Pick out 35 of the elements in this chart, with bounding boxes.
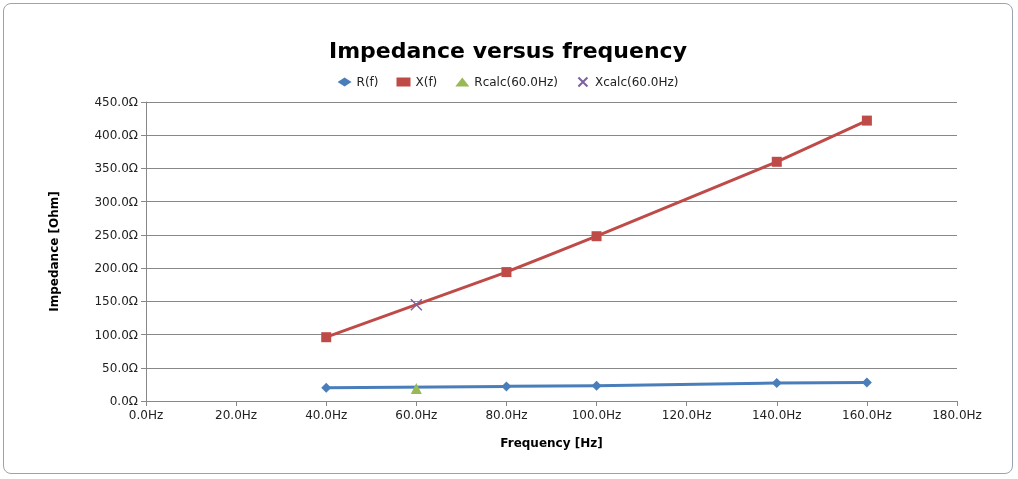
point xyxy=(501,267,512,278)
point xyxy=(591,380,602,391)
x-tick-label: 120.0Hz xyxy=(661,408,712,422)
y-tick-label: 300.0Ω xyxy=(94,194,138,209)
legend-label: Rcalc(60.0Hz) xyxy=(474,75,558,89)
point xyxy=(591,231,602,242)
y-tick-label: 0.0Ω xyxy=(109,394,138,408)
x-tick-label: 180.0Hz xyxy=(932,408,982,422)
y-tick-label: 450.0Ω xyxy=(94,95,138,109)
y-tick-label: 400.0Ω xyxy=(94,128,138,143)
point xyxy=(321,332,332,343)
y-tick-label: 200.0Ω xyxy=(94,261,138,276)
legend-label: Xcalc(60.0Hz) xyxy=(594,75,679,89)
x-tick-label: 60.0Hz xyxy=(395,408,438,422)
chart-title: Impedance versus frequency xyxy=(329,37,687,63)
y-tick-label: 150.0Ω xyxy=(94,294,138,309)
y-tick-label: 250.0Ω xyxy=(94,227,138,242)
y-tick-label: 50.0Ω xyxy=(102,360,138,375)
point xyxy=(771,156,782,167)
legend-label: X(f) xyxy=(415,75,438,89)
x-axis-title: Frequency [Hz] xyxy=(500,436,603,450)
x-tick-label: 0.0Hz xyxy=(128,408,164,422)
y-tick-label: 100.0Ω xyxy=(94,327,138,342)
x-tick-label: 80.0Hz xyxy=(485,408,528,422)
point xyxy=(410,382,422,394)
x-tick-label: 160.0Hz xyxy=(842,408,892,422)
point xyxy=(861,115,872,126)
legend-label: R(f) xyxy=(356,75,379,89)
y-tick-label: 350.0Ω xyxy=(94,161,138,176)
x-tick-label: 100.0Hz xyxy=(571,408,622,422)
x-tick-label: 40.0Hz xyxy=(305,408,348,422)
x-tick-label: 140.0Hz xyxy=(751,408,802,422)
point xyxy=(410,298,423,311)
y-axis-title: Impedance [Ohm] xyxy=(47,191,61,312)
x-tick-label: 20.0Hz xyxy=(215,408,258,422)
